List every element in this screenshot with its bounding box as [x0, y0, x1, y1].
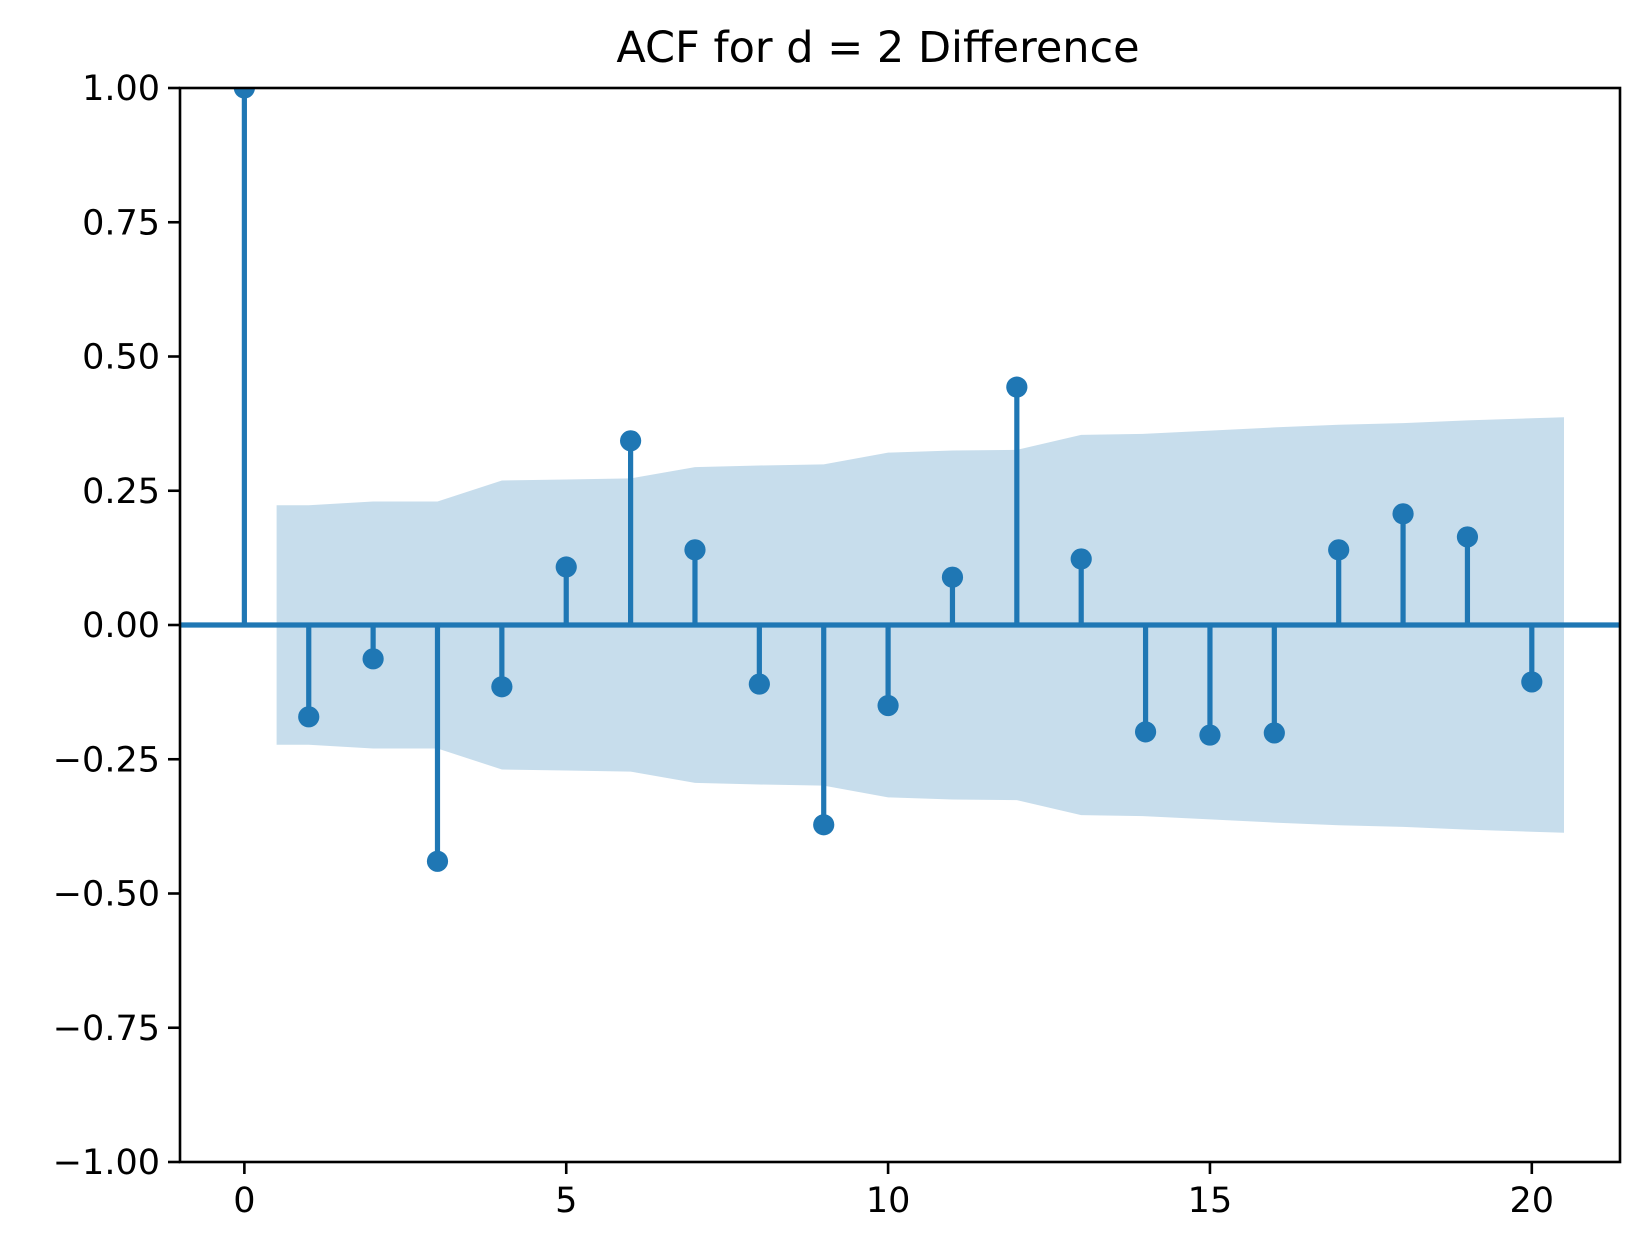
chart-title: ACF for d = 2 Difference [616, 23, 1139, 73]
acf-marker-lag-12 [1006, 376, 1028, 398]
acf-marker-lag-19 [1456, 526, 1479, 548]
y-tick-label: −0.50 [53, 875, 160, 915]
y-tick-label: 1.00 [82, 69, 160, 109]
acf-marker-lag-9 [813, 814, 835, 836]
acf-marker-lag-5 [555, 556, 577, 578]
acf-marker-lag-13 [1070, 548, 1092, 570]
x-tick-label: 15 [1188, 1181, 1233, 1221]
x-tick-label: 20 [1510, 1181, 1555, 1221]
acf-marker-lag-4 [491, 676, 513, 698]
acf-marker-lag-17 [1328, 539, 1350, 561]
x-tick-label: 0 [233, 1181, 255, 1221]
y-tick-label: 0.50 [82, 338, 160, 378]
x-tick-label: 5 [555, 1181, 577, 1221]
acf-marker-lag-0 [233, 88, 255, 99]
acf-marker-lag-8 [748, 673, 770, 695]
y-tick-label: −1.00 [53, 1143, 160, 1183]
acf-marker-lag-20 [1521, 671, 1543, 693]
acf-marker-lag-16 [1263, 722, 1285, 744]
x-tick-label: 10 [866, 1181, 911, 1221]
y-tick-label: −0.75 [53, 1009, 160, 1049]
y-tick-label: 0.75 [82, 203, 160, 243]
acf-marker-lag-7 [684, 539, 706, 561]
acf-marker-lag-10 [877, 694, 899, 717]
y-tick-label: 0.00 [82, 606, 160, 646]
acf-marker-lag-3 [426, 850, 449, 872]
plot-area [180, 88, 1620, 872]
acf-marker-lag-11 [941, 566, 964, 588]
axes-frame [178, 86, 1622, 1164]
y-tick-label: −0.25 [53, 740, 160, 780]
acf-marker-lag-18 [1392, 503, 1414, 525]
acf-marker-lag-15 [1199, 724, 1221, 746]
y-tick-label: 0.25 [82, 472, 160, 512]
axes-layer: 0 5 10 15 20 1.00 0.75 0.50 0.25 0.00 −0.25 −0.50 −0… [53, 69, 1622, 1221]
acf-marker-lag-6 [620, 430, 642, 452]
acf-marker-lag-1 [298, 706, 320, 728]
acf-marker-lag-2 [362, 648, 384, 670]
acf-marker-lag-14 [1134, 721, 1157, 743]
